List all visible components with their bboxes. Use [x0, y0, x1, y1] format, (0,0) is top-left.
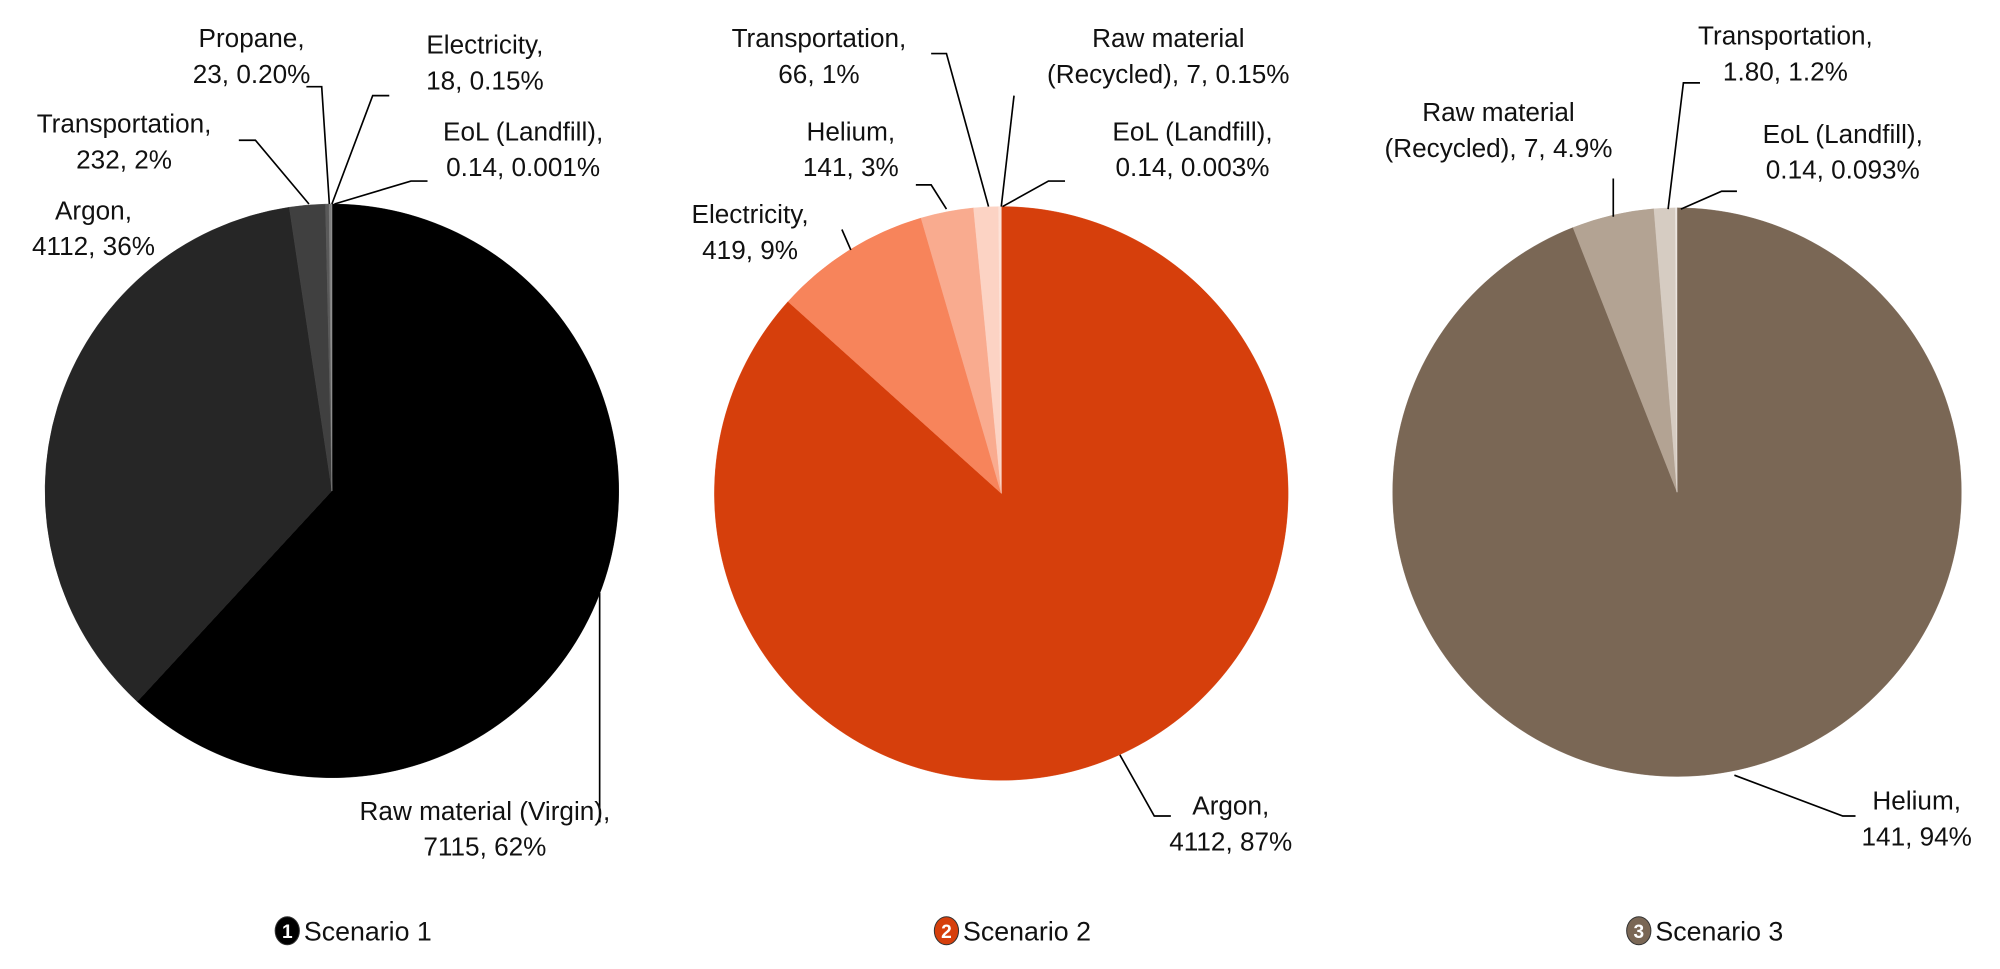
data-label-value-argon: 4112, 36%	[32, 231, 155, 261]
leader-line-raw-material-recycled	[1000, 95, 1015, 207]
data-label-argon: Argon,	[55, 195, 132, 225]
data-label-value-transportation: 66, 1%	[778, 59, 859, 89]
legend-scenario-3: 3 Scenario 3	[1626, 916, 1783, 946]
data-label-raw-material-recycled: Raw material	[1092, 23, 1244, 53]
data-label-electricity: Electricity,	[692, 199, 809, 229]
scenario-number: 3	[1633, 922, 1644, 943]
data-label-value-transportation: 1.80, 1.2%	[1723, 56, 1848, 86]
leader-line-propane	[306, 85, 331, 205]
legend-label: Scenario 3	[1655, 916, 1783, 946]
pie-slice-argon	[44, 206, 333, 702]
scenario-number-badge-icon	[274, 916, 300, 946]
data-label-propane: Propane,	[199, 23, 305, 53]
data-label-value-helium: 141, 94%	[1862, 821, 1972, 851]
data-label-value-eol-landfill: 0.14, 0.003%	[1116, 152, 1270, 182]
data-label-value-eol-landfill: 0.14, 0.001%	[446, 152, 600, 182]
scenario-number: 1	[282, 922, 293, 943]
pie-chart-scenario-3: Helium, 141, 94% Raw material (Recycled), 7…	[1385, 21, 1972, 852]
legend-label: Scenario 1	[304, 916, 432, 946]
scenario-number-badge-icon	[933, 916, 960, 946]
data-label-value-electricity: 419, 9%	[702, 235, 798, 265]
data-label-value-electricity: 18, 0.15%	[426, 65, 544, 95]
pie-chart-scenario-2: Argon, 4112, 87% Electricity, 419, 9% Helium…	[692, 23, 1293, 856]
pie-slice-eol-landfill	[1675, 207, 1678, 493]
leader-line-helium	[1734, 774, 1856, 817]
leader-line-transportation	[931, 52, 990, 207]
scenario-number: 2	[941, 922, 952, 943]
data-label-helium: Helium,	[807, 116, 896, 146]
leader-line-electricity	[331, 94, 390, 205]
leader-line-eol-landfill	[1002, 180, 1066, 208]
data-label-electricity: Electricity,	[426, 30, 543, 60]
legend-scenario-2: 2 Scenario 2	[933, 916, 1091, 946]
data-label-argon: Argon,	[1192, 791, 1269, 821]
leader-line-argon	[1119, 754, 1171, 817]
data-label-value-raw-material-virgin: 7115, 62%	[423, 832, 546, 862]
data-label-helium: Helium,	[1872, 786, 1961, 816]
scenario-number-badge-icon	[1626, 916, 1652, 946]
data-label-value-argon: 4112, 87%	[1169, 826, 1292, 856]
leader-line-transportation	[1667, 82, 1700, 210]
legend-label: Scenario 2	[963, 916, 1091, 946]
pie-chart-scenario-1: Raw material (Virgin), 7115, 62% Argon, 411…	[32, 23, 619, 862]
legend-scenario-1: 1 Scenario 1	[274, 916, 432, 946]
data-label-transportation: Transportation,	[1698, 21, 1873, 51]
pie-slice-electricity	[787, 217, 1002, 495]
data-label-eol-landfill: EoL (Landfill),	[1112, 116, 1272, 146]
data-label-value-raw-material-recycled: (Recycled), 7, 0.15%	[1047, 59, 1289, 89]
leader-line-helium	[915, 184, 948, 210]
data-label-value-helium: 141, 3%	[803, 152, 899, 182]
data-label-value-transportation: 232, 2%	[76, 144, 172, 174]
data-label-transportation: Transportation,	[37, 109, 212, 139]
leader-line-eol-landfill	[1680, 190, 1737, 210]
leader-line-electricity	[841, 229, 852, 251]
data-label-raw-material-virgin: Raw material (Virgin),	[360, 796, 611, 826]
leader-line-eol-landfill	[334, 180, 428, 205]
data-label-value-eol-landfill: 0.14, 0.093%	[1766, 155, 1920, 185]
data-label-eol-landfill: EoL (Landfill),	[443, 116, 603, 146]
data-label-eol-landfill: EoL (Landfill),	[1763, 119, 1923, 149]
data-label-value-raw-material-recycled: (Recycled), 7, 4.9%	[1385, 133, 1613, 163]
data-label-transportation: Transportation,	[732, 23, 907, 53]
leader-line-transportation	[238, 139, 310, 205]
data-label-raw-material-recycled: Raw material	[1422, 97, 1574, 127]
data-label-value-propane: 23, 0.20%	[193, 59, 311, 89]
